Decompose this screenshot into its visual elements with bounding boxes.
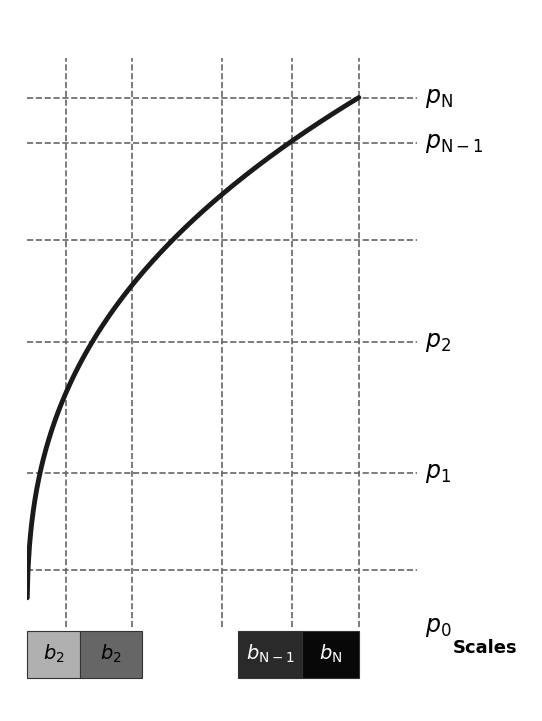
Text: Scales: Scales [453,639,517,657]
Text: $b_2$: $b_2$ [43,643,64,665]
Text: $p_1$: $p_1$ [425,461,451,485]
Text: $b_{\mathrm{N}}$: $b_{\mathrm{N}}$ [319,643,342,665]
Text: $p_{\mathrm{N}}$: $p_{\mathrm{N}}$ [425,86,453,110]
Text: $b_2$: $b_2$ [100,643,122,665]
Text: $p_0$: $p_0$ [425,615,451,640]
Text: $b_{\mathrm{N-1}}$: $b_{\mathrm{N-1}}$ [246,643,294,665]
Text: $p_2$: $p_2$ [425,330,451,355]
Text: $p_{\mathrm{N-1}}$: $p_{\mathrm{N-1}}$ [425,131,484,155]
